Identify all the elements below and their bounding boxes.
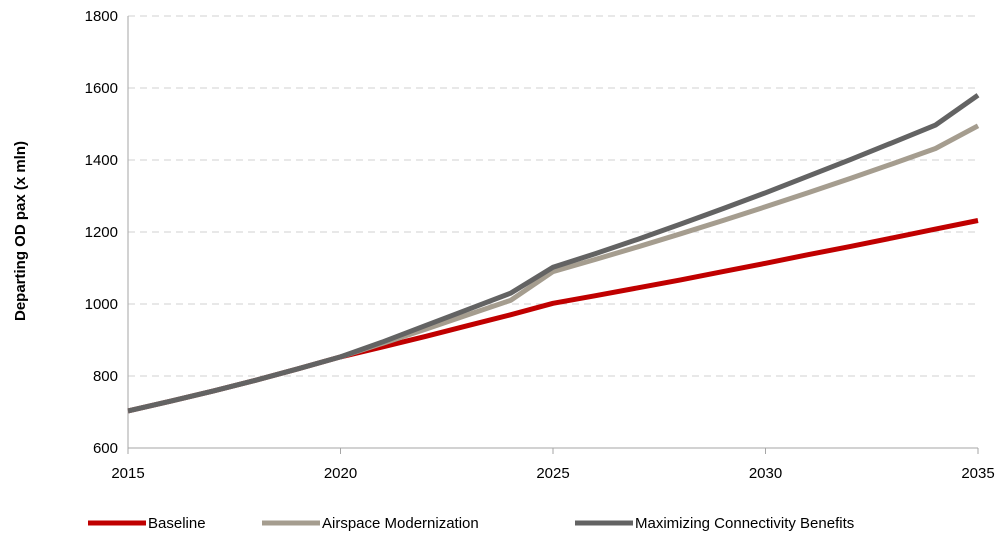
gridlines — [128, 15, 978, 377]
x-tick-label: 2015 — [111, 465, 144, 482]
legend-item: Maximizing Connectivity Benefits — [575, 515, 854, 532]
legend-label: Airspace Modernization — [322, 515, 479, 532]
axes — [127, 16, 979, 454]
legend-label: Baseline — [148, 515, 206, 532]
x-tick-label: 2025 — [536, 465, 569, 482]
y-tick-label: 1400 — [85, 152, 118, 169]
y-tick-label: 1600 — [85, 80, 118, 97]
series-lines — [127, 93, 980, 414]
y-tick-label: 600 — [93, 440, 118, 457]
legend-item: Airspace Modernization — [262, 515, 479, 532]
y-axis-title: Departing OD pax (x mln) — [12, 141, 29, 321]
x-tick-label: 2030 — [749, 465, 782, 482]
x-tick-label: 2035 — [961, 465, 994, 482]
legend: Baseline Airspace Modernization Maximizing… — [88, 515, 854, 532]
series-line-maximizing-connectivity-benefits — [127, 93, 980, 414]
legend-label: Maximizing Connectivity Benefits — [635, 515, 854, 532]
tick-labels: 600 800 1000 1200 1400 1600 1800 2015 2020 2025 20… — [85, 8, 995, 482]
y-tick-label: 1200 — [85, 224, 118, 241]
y-tick-label: 1000 — [85, 296, 118, 313]
y-tick-label: 1800 — [85, 8, 118, 25]
legend-item: Baseline — [88, 515, 206, 532]
y-tick-label: 800 — [93, 368, 118, 385]
x-tick-label: 2020 — [324, 465, 357, 482]
